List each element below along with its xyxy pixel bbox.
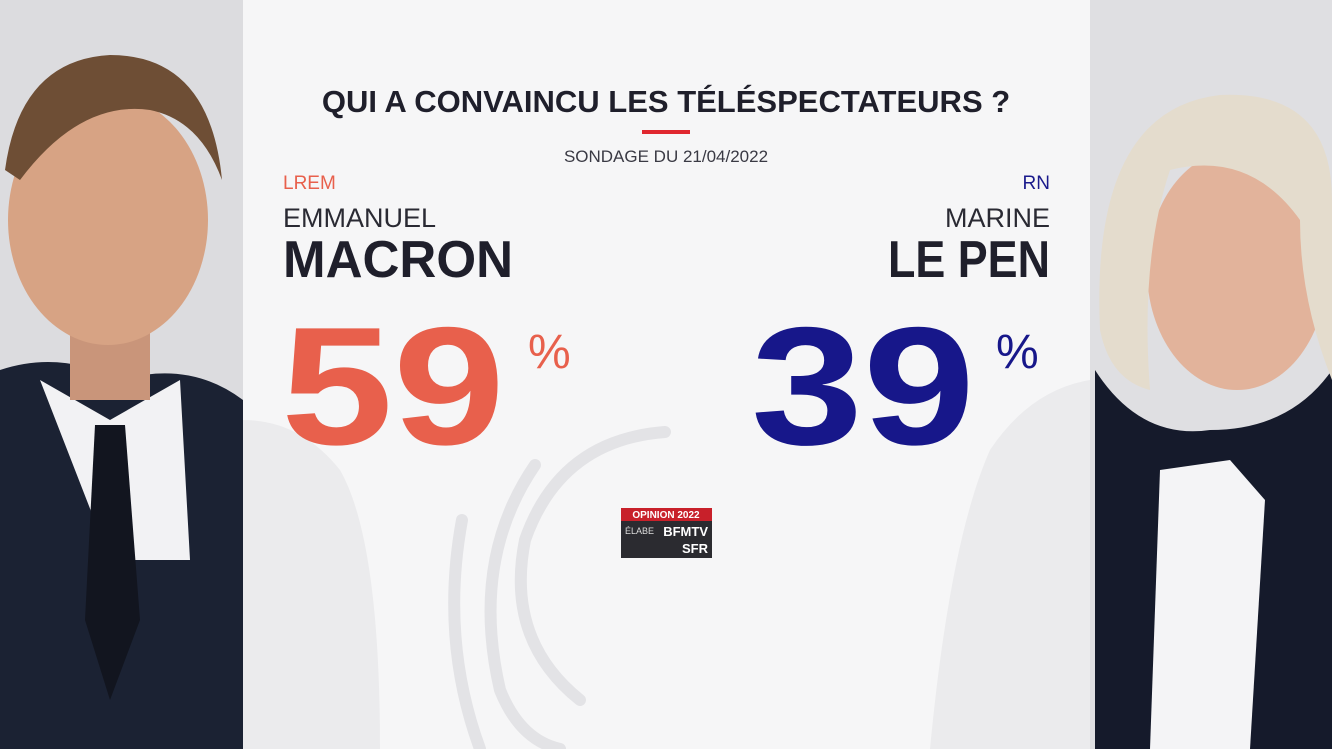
faded-silhouette (243, 420, 380, 749)
logo-text: BFMTV (663, 524, 708, 539)
score-unit: % (528, 326, 571, 379)
le-pen-portrait (1090, 0, 1332, 749)
party: RN (1023, 173, 1050, 194)
first-name: MARINE (945, 203, 1050, 233)
title: QUI A CONVAINCU LES TÉLÉSPECTATEURS ? (322, 84, 1010, 119)
first-name: EMMANUEL (283, 203, 436, 233)
logo-text: OPINION 2022 (632, 510, 700, 521)
party: LREM (283, 173, 336, 194)
last-name: LE PEN (888, 231, 1050, 289)
logo-text: ÉLABE (625, 526, 654, 536)
logo-text: SFR (682, 541, 709, 556)
last-name: MACRON (283, 231, 513, 289)
decorative-arcs (448, 426, 671, 749)
title-underline (642, 130, 690, 134)
logo-band (621, 508, 712, 521)
logo: OPINION 2022 ÉLABE BFMTV SFR (621, 508, 712, 558)
subtitle: SONDAGE DU 21/04/2022 (564, 147, 768, 166)
macron-portrait (0, 0, 243, 749)
faded-silhouette (930, 380, 1090, 749)
score-unit: % (996, 326, 1039, 379)
score: 59 (281, 292, 505, 480)
score: 39 (751, 292, 975, 480)
